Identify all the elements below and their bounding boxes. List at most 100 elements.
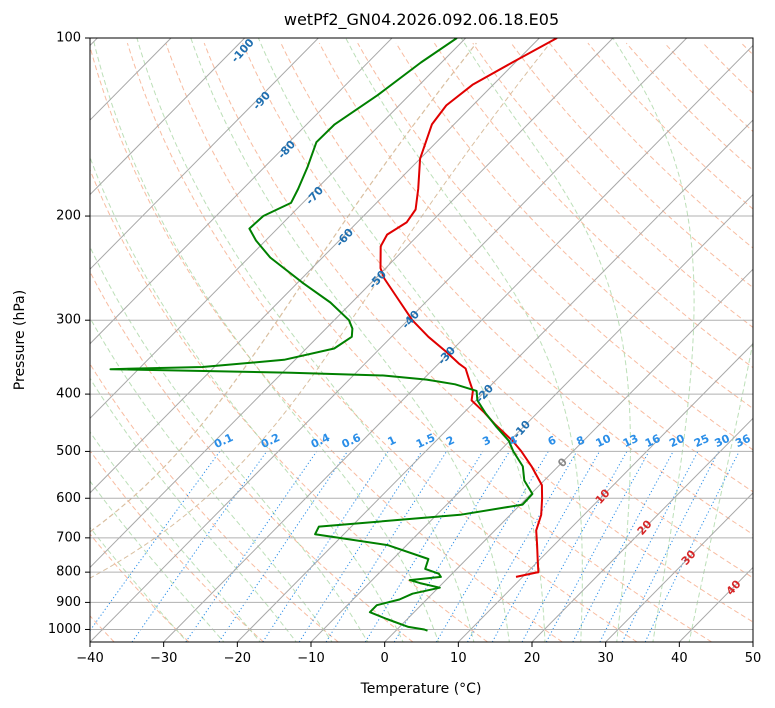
dry-adiabat <box>472 42 753 329</box>
moist-adiabat <box>136 38 475 642</box>
isotherm-line <box>90 38 540 494</box>
temperature-line <box>379 38 558 578</box>
plot-frame <box>89 37 754 643</box>
y-tick-label: 900 <box>56 595 81 610</box>
x-tick-label: 0 <box>381 651 389 666</box>
mixing-ratio-line <box>185 451 318 642</box>
mixing-ratio-label: 10 <box>594 432 614 450</box>
chart-title: wetPf2_GN04.2026.092.06.18.E05 <box>283 10 560 29</box>
moist-adiabat <box>190 38 510 642</box>
mixing-ratio-line <box>467 451 578 642</box>
y-tick-label: 200 <box>56 209 81 224</box>
mixing-ratio-label: 8 <box>574 433 586 448</box>
dry-adiabat-label: -100 <box>229 36 257 65</box>
moist-adiabat <box>688 339 753 642</box>
dry-adiabat <box>126 42 638 642</box>
mixing-ratio-label: 2 <box>444 433 456 448</box>
axis-ticks: −40 −30 −20 −10 0 10 20 30 40 5010020030040050060… <box>48 31 761 667</box>
y-axis-label: Pressure (hPa) <box>12 290 28 390</box>
mixing-ratio-line <box>621 451 719 642</box>
isotherm-line <box>678 566 753 642</box>
x-axis-label: Temperature (°C) <box>360 681 482 697</box>
mixing-ratio-label: 16 <box>643 432 663 450</box>
mixing-ratio-line <box>435 451 549 642</box>
dry-adiabat <box>433 42 753 369</box>
mixing-ratio-label: 6 <box>546 433 559 448</box>
mixing-ratio-label: 30 <box>713 432 733 450</box>
mixing-ratio-line <box>218 451 348 642</box>
x-tick-label: 40 <box>671 651 688 666</box>
mixing-ratio-line <box>572 451 674 642</box>
dry-adiabat-label: -80 <box>275 138 298 162</box>
dry-adiabat <box>203 42 753 623</box>
dry-adiabat <box>242 42 753 579</box>
frost-line <box>90 42 551 579</box>
dry-adiabat <box>510 42 753 289</box>
isotherm-line <box>605 492 753 642</box>
x-tick-label: −30 <box>150 651 177 666</box>
dry-adiabat-label: -70 <box>303 184 326 208</box>
isotherm-line <box>90 38 393 345</box>
gridlines <box>90 38 753 642</box>
isotherm-line <box>90 38 319 270</box>
moist-adiabat <box>90 526 188 642</box>
y-tick-label: 400 <box>56 387 81 402</box>
moist-adiabat <box>345 38 583 642</box>
mixing-ratio-label: 0.1 <box>212 431 235 451</box>
moist-adiabat <box>92 38 440 642</box>
moist-adiabat <box>90 377 297 642</box>
dewpoint-line <box>109 38 534 632</box>
isotherm-line <box>90 38 246 196</box>
mixing-ratio-line <box>325 451 448 642</box>
isotherm-line <box>531 417 753 642</box>
dry-adiabat <box>318 42 753 493</box>
isotherm-line <box>163 44 753 642</box>
x-tick-label: 20 <box>524 651 541 666</box>
mixing-ratio-label: 3 <box>480 433 492 448</box>
dry-adiabat <box>90 363 339 642</box>
x-tick-label: −10 <box>297 651 324 666</box>
mixing-ratio-label: 0.2 <box>259 431 282 451</box>
moist-adiabat <box>90 480 225 642</box>
dry-adiabat <box>549 42 753 249</box>
dry-adiabat <box>90 533 190 642</box>
dry-adiabat <box>357 42 753 451</box>
mixing-ratio-line <box>599 451 699 642</box>
dry-adiabat <box>280 42 753 536</box>
moist-adiabat <box>257 38 546 642</box>
mixing-ratio-label: 0.6 <box>340 431 363 451</box>
dry-adiabat <box>90 44 563 642</box>
dry-adiabat <box>165 42 712 642</box>
isotherm-line <box>90 38 467 420</box>
isotherm-line <box>90 38 688 642</box>
y-tick-label: 700 <box>56 530 81 545</box>
mixing-ratio-label: 13 <box>621 432 640 450</box>
y-tick-label: 800 <box>56 565 81 580</box>
dry-adiabat <box>90 270 414 642</box>
x-tick-label: 50 <box>745 651 762 666</box>
x-tick-label: −20 <box>224 651 251 666</box>
series-lines <box>109 38 558 632</box>
moist-adiabat <box>90 431 261 642</box>
x-tick-label: −40 <box>76 651 103 666</box>
isotherm-line <box>236 119 753 642</box>
isotherm-line <box>752 641 753 642</box>
moist-adiabat <box>90 245 369 642</box>
adiabat-labels: -100-90-80-70-60-50-40-30-20-100.1 0.2 0.4… <box>212 36 753 598</box>
isotherm-line <box>310 193 753 642</box>
isotherm-line <box>384 268 753 642</box>
mixing-ratio-line <box>393 451 510 642</box>
dry-adiabat-label: -50 <box>366 268 389 292</box>
y-tick-label: 600 <box>56 491 81 506</box>
mixing-ratio-label: 1 <box>386 433 398 448</box>
mixing-ratio-line <box>90 451 221 632</box>
mixing-ratio-line <box>491 451 600 642</box>
dry-adiabat <box>587 42 753 210</box>
y-tick-label: 500 <box>56 444 81 459</box>
isotherm-line <box>90 38 614 569</box>
y-tick-label: 1000 <box>48 622 81 637</box>
mixing-ratio-label: 36 <box>733 432 753 450</box>
mixing-ratio-line <box>364 451 484 642</box>
dry-adiabat-label: -90 <box>250 89 273 113</box>
